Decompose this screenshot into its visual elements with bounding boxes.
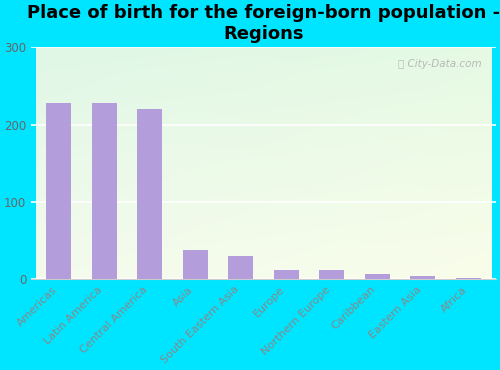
Bar [274,270,299,279]
Bar [46,103,71,279]
Bar [320,270,344,279]
Bar [137,109,162,279]
Bar [92,103,116,279]
Bar [410,276,436,279]
Bar [365,274,390,279]
Text: ⓘ City-Data.com: ⓘ City-Data.com [398,59,482,69]
Title: Place of birth for the foreign-born population -
Regions: Place of birth for the foreign-born popu… [27,4,500,43]
Bar [182,250,208,279]
Bar [456,278,481,279]
Bar [228,256,254,279]
